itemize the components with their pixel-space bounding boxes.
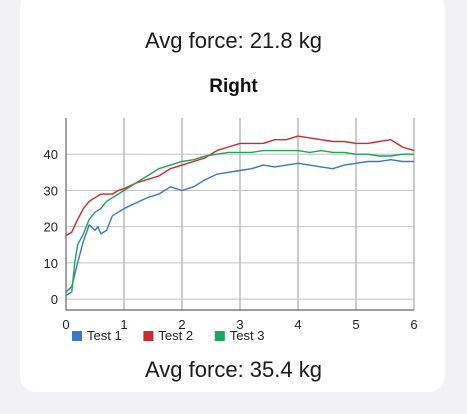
y-tick-label: 40: [44, 147, 58, 162]
y-tick-label: 30: [44, 183, 58, 198]
chart-title: Right: [209, 76, 258, 97]
legend-label-1: Test 1: [87, 328, 122, 343]
series-line-2: [65, 135, 415, 237]
x-tick-label: 1: [120, 317, 127, 332]
x-tick-label: 5: [352, 317, 359, 332]
legend-label-3: Test 3: [230, 328, 265, 343]
legend-swatch-3: [214, 331, 225, 341]
y-tick-label: 10: [44, 256, 58, 271]
bottom-avg-force-label: Avg force: 35.4 kg: [145, 357, 322, 382]
top-avg-force-label: Avg force: 21.8 kg: [145, 28, 322, 53]
x-tick-label: 0: [62, 317, 69, 332]
legend-swatch-2: [143, 331, 154, 341]
legend-swatch-1: [72, 331, 82, 341]
series-line-3: [65, 149, 414, 297]
legend-label-2: Test 2: [158, 328, 193, 343]
y-tick-label: 0: [51, 292, 58, 307]
x-tick-label: 2: [178, 317, 185, 332]
x-tick-label: 4: [294, 317, 301, 332]
x-tick-label: 6: [410, 317, 417, 332]
series-line-1: [65, 159, 414, 293]
y-tick-label: 20: [44, 220, 58, 235]
chart-card: [20, 0, 445, 392]
x-tick-label: 3: [236, 317, 243, 332]
